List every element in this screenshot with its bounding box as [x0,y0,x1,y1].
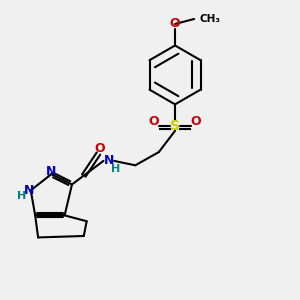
Text: CH₃: CH₃ [200,14,220,24]
Text: O: O [94,142,105,155]
Text: N: N [24,184,34,197]
Text: H: H [17,191,26,201]
Text: O: O [190,115,201,128]
Text: S: S [170,118,180,133]
Text: H: H [111,164,120,174]
Text: N: N [46,165,56,178]
Text: O: O [149,115,159,128]
Text: N: N [103,154,114,167]
Text: O: O [170,17,180,31]
